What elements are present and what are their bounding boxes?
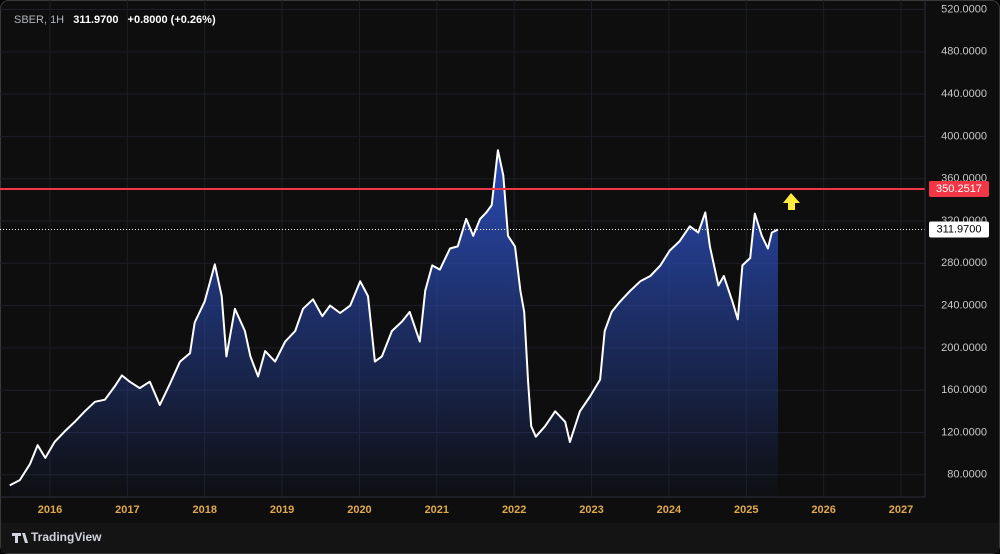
x-tick-label: 2022 <box>502 504 526 516</box>
y-tick-label: 200.0000 <box>941 342 987 354</box>
y-tick-label: 80.0000 <box>947 469 987 481</box>
x-tick-label: 2027 <box>889 504 913 516</box>
x-tick-label: 2021 <box>425 504 449 516</box>
x-tick-label: 2020 <box>347 504 371 516</box>
last-price-tag <box>929 221 989 238</box>
y-tick-label: 520.0000 <box>941 3 987 15</box>
y-tick-label: 440.0000 <box>941 88 987 100</box>
axes: 80.0000 120.0000 160.0000 200.0000 240.0000 2… <box>38 3 989 516</box>
y-tick-label: 240.0000 <box>941 300 987 312</box>
area-fill <box>9 150 778 497</box>
x-tick-label: 2024 <box>657 504 682 516</box>
x-tick-label: 2016 <box>38 504 62 516</box>
price: 311.9700 <box>73 14 118 26</box>
x-tick-label: 2017 <box>115 504 139 516</box>
y-tick-label: 280.0000 <box>941 257 987 269</box>
header: SBER, 1H 311.9700 +0.8000 (+0.26%) <box>14 14 216 26</box>
hline-tag <box>929 181 989 198</box>
plot <box>0 149 925 497</box>
y-tick-label: 400.0000 <box>941 130 987 142</box>
last-price-label: 311.9700 <box>936 223 981 235</box>
change: +0.8000 (+0.26%) <box>128 14 216 26</box>
arrow-icon <box>783 193 800 210</box>
x-tick-label: 2025 <box>734 504 758 516</box>
y-tick-label: 120.0000 <box>941 426 987 438</box>
footer <box>1 523 999 553</box>
logo-icon <box>12 533 28 543</box>
x-tick-label: 2023 <box>579 504 603 516</box>
x-tick-label: 2026 <box>811 504 835 516</box>
hline-label: 350.2517 <box>936 183 982 195</box>
x-tick-label: 2019 <box>270 504 294 516</box>
y-tick-label: 480.0000 <box>941 46 987 58</box>
y-tick-label: 160.0000 <box>941 384 987 396</box>
price-line <box>9 149 779 487</box>
branding: TradingView <box>31 530 102 544</box>
symbol: SBER, 1H <box>14 14 64 26</box>
x-tick-label: 2018 <box>192 504 216 516</box>
